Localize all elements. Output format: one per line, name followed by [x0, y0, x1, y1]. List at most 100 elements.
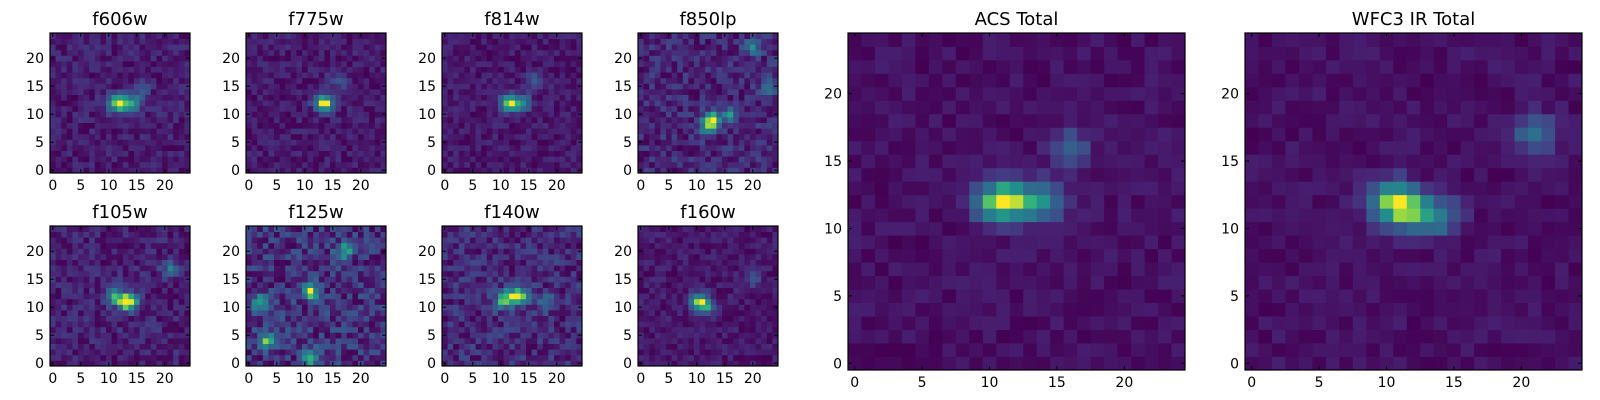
heatmap-cell [716, 44, 723, 51]
heatmap-cell [492, 360, 499, 367]
heatmap-cell [464, 360, 471, 367]
heatmap-cell [570, 237, 577, 244]
heatmap-cell [772, 61, 779, 67]
heatmap-cell [94, 105, 101, 112]
heatmap-cell [458, 94, 465, 101]
heatmap-cell [649, 349, 656, 356]
heatmap-cell [246, 242, 252, 249]
heatmap-cell [755, 167, 762, 174]
heatmap-cell [352, 161, 359, 168]
heatmap-cell [335, 167, 342, 174]
heatmap-cell [671, 321, 678, 328]
heatmap-cell [727, 33, 734, 39]
heatmap-cell [750, 94, 756, 101]
heatmap-cell [66, 122, 73, 129]
heatmap-cell [313, 133, 320, 140]
heatmap-cell [554, 237, 560, 244]
heatmap-cell [128, 293, 135, 300]
heatmap-cell [72, 150, 79, 157]
heatmap-cell [83, 226, 90, 232]
heatmap-cell [156, 94, 163, 101]
heatmap-cell [733, 343, 740, 350]
heatmap-cell [380, 298, 387, 305]
heatmap-cell [475, 343, 482, 350]
heatmap-cell [285, 49, 292, 56]
heatmap-cell [279, 100, 286, 107]
x-tick-label: 10 [492, 178, 510, 194]
heatmap-cell [677, 145, 684, 151]
heatmap-cell [481, 298, 488, 305]
heatmap-cell [89, 167, 96, 174]
heatmap-cell [554, 242, 560, 249]
heatmap-cell [134, 287, 140, 294]
heatmap-cell [94, 242, 101, 249]
heatmap-cell [464, 49, 471, 56]
heatmap-cell [363, 304, 370, 311]
heatmap-cell [78, 133, 84, 140]
heatmap-cell [178, 122, 185, 129]
heatmap-cell [475, 66, 482, 73]
heatmap-cell [122, 145, 129, 151]
heatmap-cell [251, 276, 258, 283]
heatmap-cell [346, 237, 353, 244]
y-tick-label: 5 [35, 328, 44, 344]
heatmap-cell [503, 83, 510, 90]
heatmap-cell [509, 156, 516, 163]
heatmap-cell [318, 321, 325, 328]
heatmap-cell [302, 315, 308, 322]
heatmap-cell [162, 298, 168, 305]
heatmap-cell [744, 117, 751, 123]
heatmap-cell [453, 33, 460, 39]
heatmap-cell [262, 298, 269, 305]
heatmap-cell [716, 338, 723, 344]
heatmap-cell [128, 332, 135, 339]
heatmap-cell [677, 133, 684, 140]
heatmap-cell [78, 237, 84, 244]
heatmap-cell [89, 349, 96, 356]
heatmap-cell [313, 100, 320, 107]
heatmap-cell [677, 161, 684, 168]
heatmap-cell [682, 349, 689, 356]
heatmap-cell [565, 61, 572, 67]
heatmap-cell [442, 321, 448, 328]
heatmap-cell [358, 55, 364, 62]
heatmap-cell [78, 315, 84, 322]
axes-frame [49, 225, 191, 367]
heatmap-cell [128, 122, 135, 129]
heatmap-cell [156, 304, 163, 311]
heatmap-cell [694, 100, 700, 107]
heatmap-cell [72, 259, 79, 266]
heatmap-cell [279, 304, 286, 311]
heatmap-cell [358, 145, 364, 151]
heatmap-cell [733, 61, 740, 67]
heatmap-cell [318, 304, 325, 311]
heatmap-cell [727, 326, 734, 333]
heatmap-cell [313, 167, 320, 174]
heatmap-cell [503, 343, 510, 350]
heatmap-cell [750, 89, 756, 95]
heatmap-cell [302, 83, 308, 90]
heatmap-cell [492, 72, 499, 79]
heatmap-cell [458, 360, 465, 367]
heatmap-cell [318, 265, 325, 272]
heatmap-cell [100, 145, 107, 151]
heatmap-cell [716, 38, 723, 45]
heatmap-cell [246, 117, 252, 123]
heatmap-cell [492, 321, 499, 328]
heatmap-cell [498, 44, 504, 51]
heatmap-cell [156, 33, 163, 39]
heatmap-cell [520, 282, 527, 288]
heatmap-cell [274, 66, 280, 73]
heatmap-cell [761, 150, 768, 157]
heatmap-cell [134, 242, 140, 249]
heatmap-cell [526, 326, 532, 333]
heatmap-cell [694, 315, 700, 322]
heatmap-cell [117, 248, 124, 255]
heatmap-cell [369, 44, 376, 51]
heatmap-cell [537, 117, 544, 123]
heatmap-cell [537, 72, 544, 79]
heatmap-cell [503, 304, 510, 311]
heatmap-cell [78, 55, 84, 62]
heatmap-cell [498, 293, 504, 300]
heatmap-cell [492, 117, 499, 123]
